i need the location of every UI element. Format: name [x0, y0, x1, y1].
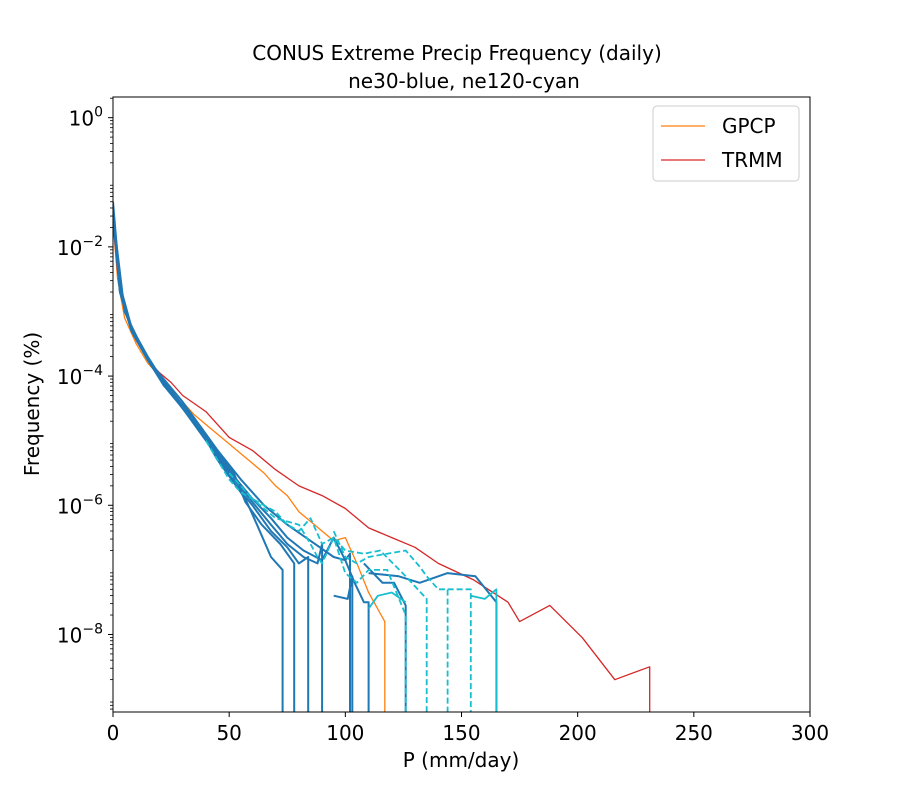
series-line-3	[113, 201, 296, 712]
y-tick-label: 10−8	[57, 621, 103, 647]
legend-trmm-label: TRMM	[721, 148, 783, 172]
plot-title: CONUS Extreme Precip Frequency (daily) n…	[252, 41, 662, 93]
series-line-6	[113, 208, 351, 712]
y-tick-label: 100	[69, 105, 103, 131]
series-line-0	[113, 220, 386, 712]
series-line-16	[470, 588, 498, 712]
x-axis: 0 50 100 150 200 250 300	[107, 712, 829, 745]
y-tick-label: 10−2	[57, 234, 103, 260]
series-line-13	[332, 530, 449, 712]
legend: GPCP TRMM	[652, 105, 800, 182]
series-line-14	[447, 588, 472, 712]
x-tick-label: 200	[559, 721, 597, 745]
x-tick-label: 300	[791, 721, 829, 745]
series-line-15	[367, 591, 407, 610]
series-line-5	[113, 214, 324, 712]
x-tick-label: 250	[675, 721, 713, 745]
series-line-9	[363, 562, 407, 712]
plot-frame	[112, 96, 811, 713]
series-layer	[113, 201, 651, 712]
series-line-1	[113, 220, 651, 712]
chart-subtitle: ne30-blue, ne120-cyan	[348, 69, 580, 93]
legend-gpcp-label: GPCP	[722, 114, 776, 138]
x-tick-label: 100	[326, 721, 364, 745]
x-axis-label: P (mm/day)	[403, 748, 520, 772]
x-tick-label: 150	[442, 721, 480, 745]
series-line-7	[333, 575, 354, 712]
legend-box	[652, 105, 800, 182]
x-tick-label: 50	[216, 721, 241, 745]
y-axis: 100 10−2 10−4 10−6 10−8	[57, 97, 113, 710]
y-tick-label: 10−6	[57, 492, 103, 518]
chart-title: CONUS Extreme Precip Frequency (daily)	[252, 41, 662, 65]
series-line-4	[113, 214, 310, 712]
series-line-12	[228, 472, 428, 712]
y-axis-label: Frequency (%)	[20, 332, 44, 476]
series-line-8	[113, 214, 370, 712]
y-tick-label: 10−4	[57, 363, 103, 389]
series-line-11	[205, 440, 407, 712]
x-tick-label: 0	[107, 721, 120, 745]
series-line-2	[113, 208, 284, 712]
